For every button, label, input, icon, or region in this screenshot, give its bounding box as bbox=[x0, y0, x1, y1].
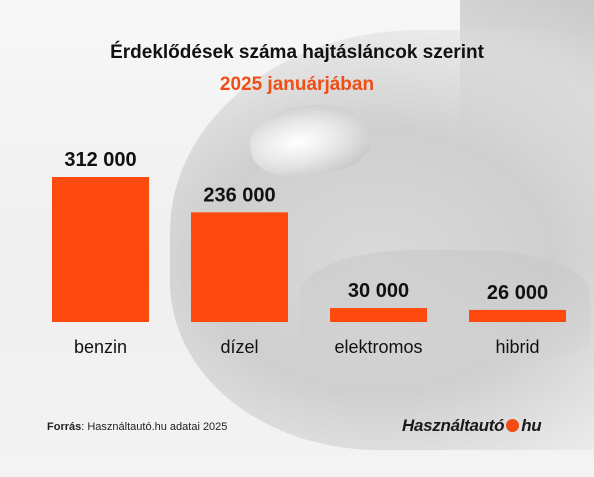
bar-elektromos bbox=[330, 308, 427, 322]
value-label-dízel: 236 000 bbox=[203, 184, 275, 206]
hasznaltauto-logo: Használtautó hu bbox=[402, 416, 542, 436]
source-text: : Használtautó.hu adatai 2025 bbox=[81, 421, 228, 433]
logo-text: Használtautó bbox=[402, 416, 505, 435]
logo-suffix: hu bbox=[521, 416, 542, 435]
bar-hibrid bbox=[469, 309, 566, 322]
chart-subtitle: 2025 januárjában bbox=[219, 74, 375, 95]
value-label-elektromos: 30 000 bbox=[348, 280, 409, 302]
bar-benzin bbox=[52, 177, 149, 322]
category-label-benzin: benzin bbox=[74, 337, 127, 357]
chart-title: Érdeklődések száma hajtásláncok szerint bbox=[110, 42, 484, 63]
category-label-elektromos: elektromos bbox=[334, 337, 422, 357]
value-label-hibrid: 26 000 bbox=[487, 282, 548, 304]
bar-dízel bbox=[191, 212, 288, 322]
source-label: Forrás bbox=[47, 421, 82, 433]
value-label-benzin: 312 000 bbox=[64, 149, 136, 171]
source-note: Forrás: Használtautó.hu adatai 2025 bbox=[47, 421, 227, 433]
category-label-hibrid: hibrid bbox=[495, 337, 539, 357]
category-label-dízel: dízel bbox=[220, 337, 258, 357]
logo-dot-icon bbox=[506, 419, 520, 432]
